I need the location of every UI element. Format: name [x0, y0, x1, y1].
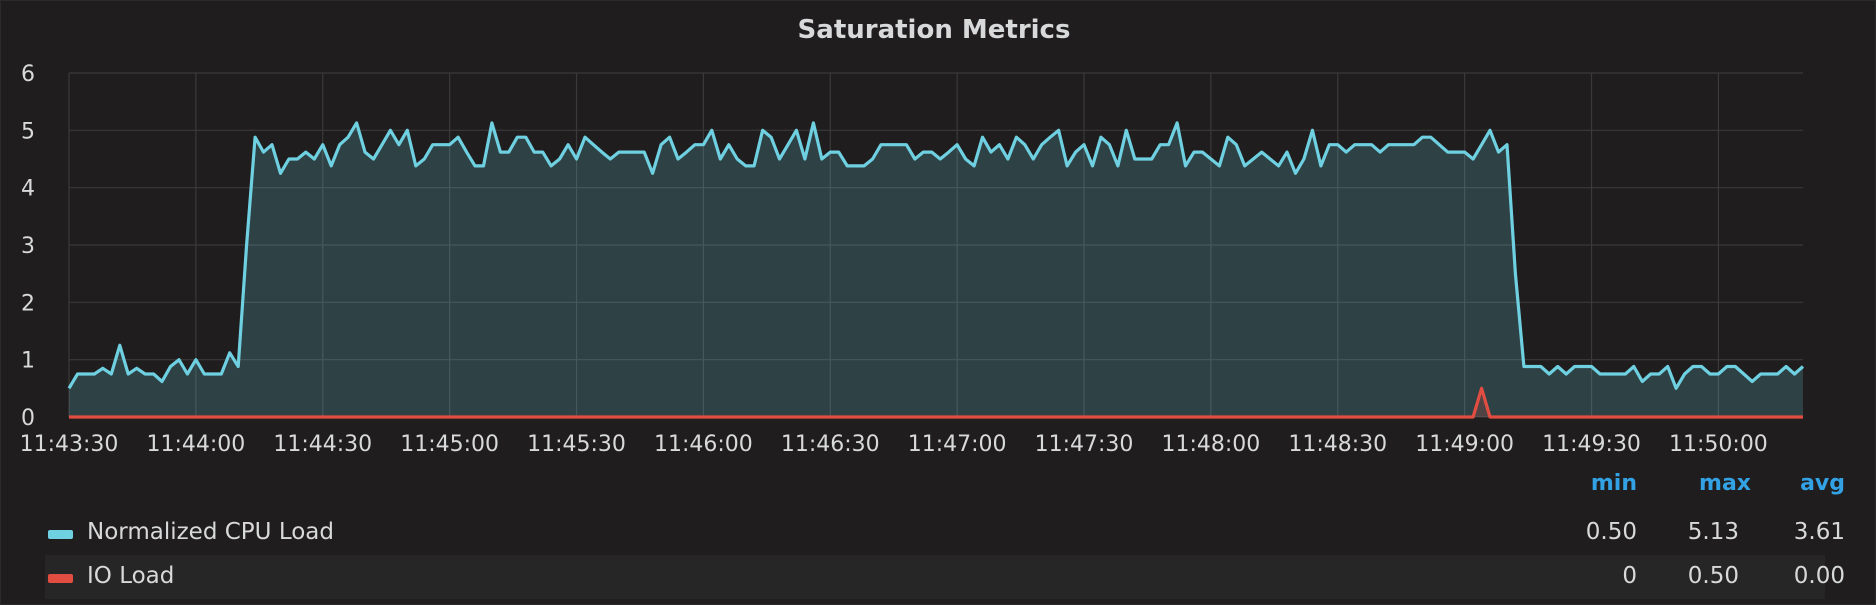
y-tick-label: 3: [21, 234, 35, 259]
legend-max-value: 5.13: [1687, 519, 1739, 545]
legend-row-cpu[interactable]: Normalized CPU Load 0.50 5.13 3.61: [45, 511, 1845, 555]
legend-min-value: 0: [1622, 563, 1637, 589]
x-tick-label: 11:49:00: [1415, 432, 1514, 457]
legend-row-io[interactable]: IO Load 0 0.50 0.00: [45, 555, 1845, 599]
x-tick-label: 11:48:00: [1161, 432, 1260, 457]
legend-min-value: 0.50: [1585, 519, 1637, 545]
y-tick-label: 6: [21, 62, 35, 87]
x-tick-label: 11:45:30: [527, 432, 626, 457]
series-layer: [67, 121, 1805, 419]
x-tick-label: 11:47:00: [908, 432, 1007, 457]
series-line-io-load: [69, 386, 1803, 419]
series-line-normalized-cpu-load: [67, 121, 1805, 390]
y-tick-label: 5: [21, 119, 35, 144]
chart-area[interactable]: 0 1 2 3 4 5 6 11:43:30 11:44:00 11:44:30 11:45:00 1…: [1, 1, 1876, 461]
y-tick-label: 0: [21, 406, 35, 431]
legend-header-min[interactable]: min: [1590, 471, 1637, 496]
y-tick-label: 1: [21, 349, 35, 374]
x-tick-label: 11:43:30: [20, 432, 119, 457]
y-tick-label: 2: [21, 291, 35, 316]
grid: [68, 72, 1803, 418]
series-area-normalized-cpu-load: [69, 122, 1803, 418]
x-tick-label: 11:46:30: [781, 432, 880, 457]
legend-avg-value: 3.61: [1793, 519, 1845, 545]
x-tick-label: 11:48:30: [1288, 432, 1387, 457]
y-tick-label: 4: [21, 177, 35, 202]
x-tick-label: 11:50:00: [1669, 432, 1768, 457]
x-tick-label: 11:44:30: [273, 432, 372, 457]
x-tick-label: 11:45:00: [400, 432, 499, 457]
legend-series-name[interactable]: IO Load: [87, 563, 175, 589]
legend-series-name[interactable]: Normalized CPU Load: [87, 519, 334, 545]
legend-header-max[interactable]: max: [1699, 471, 1751, 496]
x-tick-label: 11:46:00: [654, 432, 753, 457]
axes: 0 1 2 3 4 5 6 11:43:30 11:44:00 11:44:30 11:45:00 1…: [20, 62, 1768, 457]
legend-max-value: 0.50: [1687, 563, 1739, 589]
legend-avg-value: 0.00: [1793, 563, 1845, 589]
legend-swatch-io[interactable]: [48, 574, 73, 583]
x-tick-label: 11:44:00: [146, 432, 245, 457]
x-tick-label: 11:49:30: [1542, 432, 1641, 457]
panel-title[interactable]: Saturation Metrics: [797, 15, 1071, 45]
legend-swatch-cpu[interactable]: [48, 530, 73, 539]
legend-header-avg[interactable]: avg: [1800, 471, 1845, 496]
x-tick-label: 11:47:30: [1035, 432, 1134, 457]
